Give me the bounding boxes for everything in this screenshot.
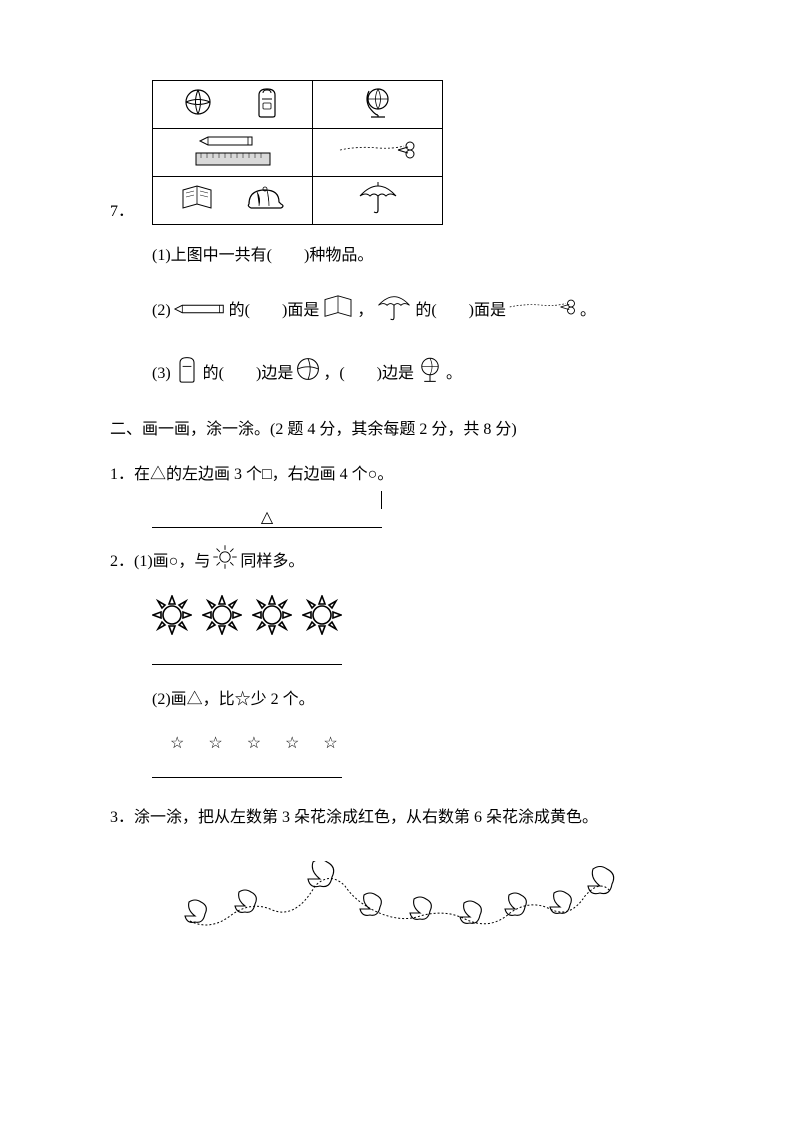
umbrella-icon <box>356 180 400 221</box>
q7-3-b: 的( )边是 <box>203 361 294 387</box>
question-7: 7． <box>110 80 683 225</box>
q2-3-text: 3．涂一涂，把从左数第 3 朵花涂成红色，从右数第 6 朵花涂成黄色。 <box>110 804 683 833</box>
cap-icon <box>243 184 287 217</box>
flowers-row <box>170 861 683 956</box>
backpack-icon <box>251 85 283 124</box>
q7-2-c: ， <box>357 298 373 324</box>
sun-icon <box>252 595 292 640</box>
umbrella-icon <box>375 291 413 332</box>
book-icon <box>179 184 215 217</box>
q7-2-a: (2) <box>152 298 171 324</box>
q7-sub3: (3) 的( )边是 ，( )边是 。 <box>152 353 683 394</box>
q7-3-c: ，( )边是 <box>323 361 414 387</box>
q7-3-d: 。 <box>446 361 462 387</box>
q7-2-d: 的( )面是 <box>415 298 506 324</box>
q7-3-a: (3) <box>152 361 171 387</box>
triangle-symbol: △ <box>261 509 273 526</box>
sun-icon <box>212 544 238 581</box>
q2-1-text: 1．在△的左边画 3 个□，右边画 4 个○。 <box>110 461 683 490</box>
globe-icon <box>416 353 444 394</box>
pencil-icon <box>198 134 256 152</box>
stars-row: ☆ ☆ ☆ ☆ ☆ <box>170 733 683 753</box>
book-icon <box>321 294 355 329</box>
q2-2-part1: 2．(1)画○，与 同样多。 <box>110 544 683 581</box>
q2-2-1b: 同样多。 <box>240 548 304 577</box>
sun-icon <box>202 595 242 640</box>
q7-2-b: 的( )面是 <box>229 298 320 324</box>
scissors-icon <box>338 140 418 165</box>
q7-sub2: (2) 的( )面是 ， 的( )面是 。 <box>152 291 683 332</box>
q7-2-e: 。 <box>580 298 596 324</box>
items-grid <box>152 80 443 225</box>
q7-number: 7． <box>110 197 134 225</box>
blank-line-1 <box>152 664 342 665</box>
q7-sub1: (1)上图中一共有( )种物品。 <box>152 243 683 269</box>
q2-2-part2: (2)画△，比☆少 2 个。 <box>152 687 683 713</box>
q2-2-1a: 2．(1)画○，与 <box>110 548 210 577</box>
backpack-icon <box>173 354 201 393</box>
sun-icon <box>152 595 192 640</box>
scissors-icon <box>508 298 578 325</box>
pencil-icon <box>173 298 227 324</box>
sun-icon <box>302 595 342 640</box>
section-2-title: 二、画一画，涂一涂。(2 题 4 分，其余每题 2 分，共 8 分) <box>110 416 683 445</box>
suns-row <box>152 595 683 640</box>
globe-icon <box>361 83 395 126</box>
ruler-icon <box>195 152 271 171</box>
ball-icon <box>295 356 321 391</box>
blank-line-2 <box>152 777 342 778</box>
ball-icon <box>183 87 213 122</box>
q2-1-line: △ <box>152 499 683 528</box>
